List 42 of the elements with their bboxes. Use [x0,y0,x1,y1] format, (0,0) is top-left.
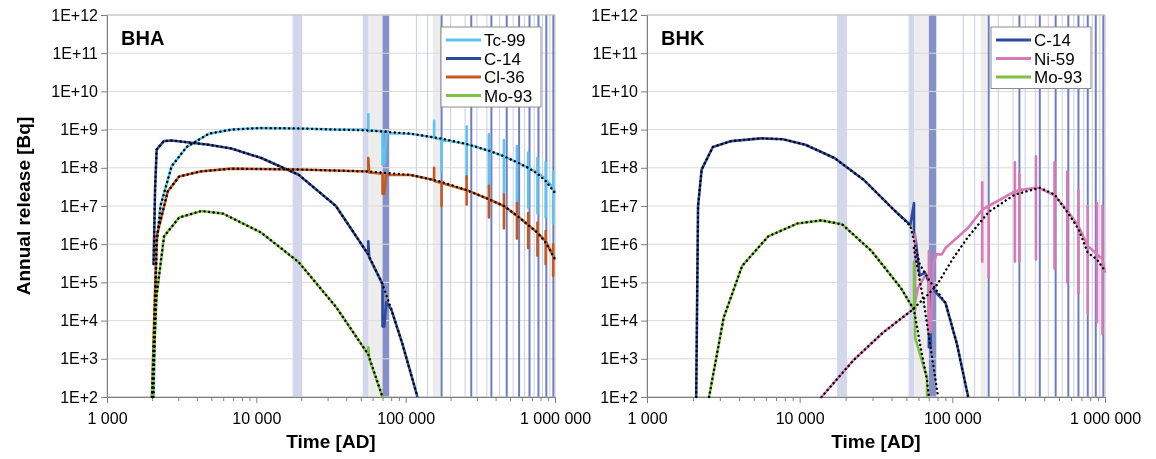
y-tick-label: 1E+10 [591,83,639,101]
y-tick-label: 1E+3 [600,350,639,368]
y-tick-label: 1E+7 [600,197,639,215]
legend-label: Mo-93 [484,86,533,106]
legend-label: Ni-59 [1034,49,1075,69]
x-tick-label: 1 000 000 [519,409,592,427]
x-tick-label: 10 000 [232,409,282,427]
y-tick-label: 1E+11 [52,44,99,62]
y-tick-label: 1E+6 [600,235,639,253]
legend-label: C-14 [1034,31,1071,50]
y-tick-label: 1E+8 [600,159,639,177]
y-axis-title: Annual release [Bq] [13,116,34,296]
legend-label: C-14 [484,49,521,69]
y-tick-label: 1E+7 [60,197,99,215]
legend-label: Tc-99 [484,31,526,50]
y-tick-label: 1E+9 [600,121,639,139]
y-tick-label: 1E+12 [591,6,639,24]
y-tick-label: 1E+8 [60,159,99,177]
x-tick-label: 1 000 [627,409,668,427]
y-tick-label: 1E+4 [600,312,639,330]
y-tick-label: 1E+10 [51,83,99,101]
x-tick-label: 1 000 000 [1069,409,1142,427]
y-tick-label: 1E+5 [60,274,99,292]
x-axis-title: Time [AD] [831,431,921,452]
text: BHA [121,27,165,49]
y-tick-label: 1E+5 [600,274,639,292]
legend-label: Cl-36 [484,68,525,87]
text: BHK [661,27,705,49]
y-tick-label: 1E+6 [60,235,99,253]
y-tick-label: 1E+3 [60,350,99,368]
x-axis-title: Time [AD] [286,431,376,452]
legend-label: Mo-93 [1034,68,1083,87]
y-tick-label: 1E+4 [60,312,99,330]
x-tick-label: 100 000 [377,409,436,427]
y-tick-label: 1E+2 [600,388,639,406]
x-tick-label: 10 000 [775,409,825,427]
x-tick-label: 100 000 [923,409,982,427]
y-tick-label: 1E+12 [51,6,99,24]
y-tick-label: 1E+11 [592,44,639,62]
y-tick-label: 1E+2 [60,388,99,406]
y-tick-label: 1E+9 [60,121,99,139]
x-tick-label: 1 000 [87,409,128,427]
